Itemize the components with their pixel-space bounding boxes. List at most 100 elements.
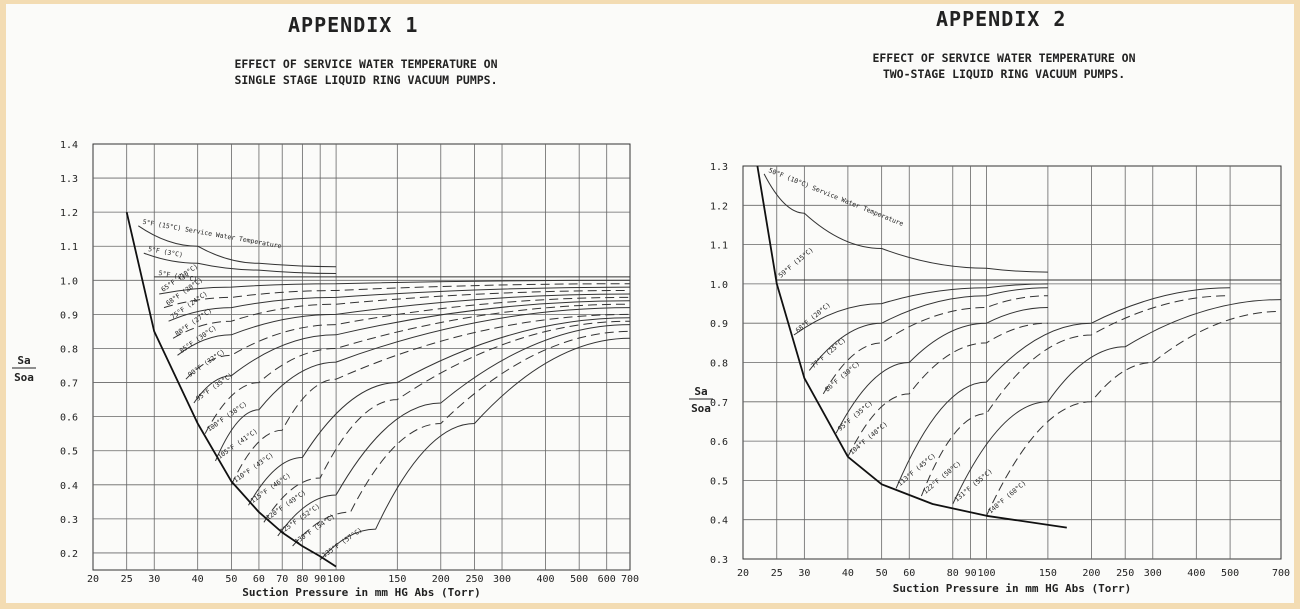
series-label: 140°F (60°C) bbox=[987, 479, 1028, 515]
series-curve bbox=[808, 287, 1048, 371]
series-curve bbox=[163, 283, 631, 309]
x-tick-label: 250 bbox=[1116, 568, 1134, 579]
y-axis-label-denominator: Soa bbox=[14, 371, 34, 384]
appendix-2-panel: APPENDIX 2 EFFECT OF SERVICE WATER TEMPE… bbox=[656, 4, 1294, 603]
x-tick-label: 40 bbox=[842, 568, 854, 579]
chart-title-line-2: SINGLE STAGE LIQUID RING VACUUM PUMPS. bbox=[234, 73, 498, 87]
series-curve bbox=[168, 286, 631, 322]
document-sheet: APPENDIX 1 EFFECT OF SERVICE WATER TEMPE… bbox=[6, 4, 1294, 603]
y-tick-label: 0.4 bbox=[710, 516, 728, 527]
chart-2-plot: 20 25 30 40 50 60 80 90 100 150 200 250 300 400 500 700… bbox=[689, 162, 1290, 595]
series-curve bbox=[277, 324, 631, 537]
series-label: 50°F (10°C) Service Water Temperature bbox=[767, 166, 904, 228]
y-tick-label: 0.8 bbox=[710, 359, 728, 370]
y-tick-label: 0.7 bbox=[60, 379, 78, 390]
y-tick-label: 1.2 bbox=[60, 208, 78, 219]
x-tick-label: 150 bbox=[1039, 568, 1057, 579]
series-label: 77°F (25°C) bbox=[809, 336, 847, 370]
x-tick-label: 60 bbox=[903, 568, 915, 579]
x-tick-label: 100 bbox=[327, 574, 345, 585]
x-tick-label: 80 bbox=[947, 568, 959, 579]
x-tick-label: 300 bbox=[493, 574, 511, 585]
plot-frame bbox=[92, 143, 631, 571]
x-tick-label: 700 bbox=[621, 574, 639, 585]
x-axis-title: Suction Pressure in mm HG Abs (Torr) bbox=[893, 582, 1131, 595]
x-tick-label: 500 bbox=[1221, 568, 1239, 579]
x-tick-label: 90 bbox=[314, 574, 326, 585]
series-label: 59°F (15°C) bbox=[777, 246, 815, 280]
y-tick-label: 1.3 bbox=[710, 162, 728, 173]
appendix-heading: APPENDIX 1 bbox=[288, 13, 419, 37]
y-tick-label: 0.9 bbox=[710, 319, 728, 330]
x-tick-label: 400 bbox=[1187, 568, 1205, 579]
y-tick-label: 0.6 bbox=[60, 413, 78, 424]
series-curve bbox=[230, 313, 631, 486]
series-label: 86°F (30°C) bbox=[823, 360, 861, 394]
y-tick-label: 0.4 bbox=[60, 481, 78, 492]
y-axis-label-denominator: Soa bbox=[691, 402, 711, 415]
y-tick-label: 0.9 bbox=[60, 310, 78, 321]
x-tick-label: 500 bbox=[570, 574, 588, 585]
x-tick-label: 40 bbox=[192, 574, 204, 585]
series-label: 5°F (3°C) bbox=[147, 245, 183, 259]
y-tick-label: 1.2 bbox=[710, 201, 728, 212]
x-tick-label: 300 bbox=[1144, 568, 1162, 579]
series-curve bbox=[215, 307, 631, 462]
y-tick-label: 1.4 bbox=[60, 140, 78, 151]
x-axis-title: Suction Pressure in mm HG Abs (Torr) bbox=[242, 586, 480, 599]
x-tick-label: 90 bbox=[965, 568, 977, 579]
series-curve bbox=[835, 307, 1048, 434]
series-curve bbox=[204, 303, 631, 434]
x-tick-label: 200 bbox=[1082, 568, 1100, 579]
series-curve bbox=[822, 295, 1048, 395]
series-label: 95°F (35°C) bbox=[194, 371, 234, 402]
x-tick-label: 250 bbox=[465, 574, 483, 585]
x-tick-label: 20 bbox=[737, 568, 749, 579]
envelope-curve bbox=[756, 165, 1067, 529]
chart-1-plot: 20 25 30 40 50 60 70 80 90 100 150 200 250 300 400 500 6… bbox=[12, 140, 639, 599]
series-curve bbox=[763, 173, 1048, 273]
x-tick-label: 20 bbox=[87, 574, 99, 585]
series-curve bbox=[138, 225, 337, 268]
series-label: 110°F (43°C) bbox=[232, 451, 275, 484]
series-label: 135°F (57°C) bbox=[321, 526, 364, 559]
y-tick-label: 1.3 bbox=[60, 174, 78, 185]
y-axis-label-numerator: Sa bbox=[17, 354, 30, 367]
y-axis-label-numerator: Sa bbox=[694, 385, 707, 398]
x-tick-label: 70 bbox=[276, 574, 288, 585]
y-tick-label: 0.2 bbox=[60, 549, 78, 560]
y-tick-label: 0.5 bbox=[710, 476, 728, 487]
series-curve bbox=[986, 310, 1282, 517]
series-label: 90°F (32°C) bbox=[186, 348, 226, 379]
series-curve bbox=[793, 283, 1048, 336]
x-tick-label: 30 bbox=[148, 574, 160, 585]
y-tick-label: 1.1 bbox=[710, 241, 728, 252]
y-tick-label: 0.7 bbox=[710, 398, 728, 409]
y-tick-label: 0.3 bbox=[710, 555, 728, 566]
x-tick-label: 25 bbox=[121, 574, 133, 585]
series-label: 5°F (15°C) Service Water Temperature bbox=[142, 218, 282, 250]
x-tick-label: 80 bbox=[296, 574, 308, 585]
appendix-heading: APPENDIX 2 bbox=[936, 7, 1067, 31]
series-curve bbox=[185, 296, 631, 380]
x-tick-label: 600 bbox=[598, 574, 616, 585]
series-curve bbox=[248, 317, 631, 506]
series-curve bbox=[292, 330, 631, 547]
x-tick-label: 60 bbox=[253, 574, 265, 585]
series-curve bbox=[193, 300, 631, 404]
series-label: 131°F (55°C) bbox=[953, 467, 994, 503]
x-tick-label: 400 bbox=[536, 574, 554, 585]
series-label: 68°F (20°C) bbox=[794, 301, 832, 335]
chart-title: EFFECT OF SERVICE WATER TEMPERATURE ON T… bbox=[814, 50, 1194, 82]
y-tick-label: 0.5 bbox=[60, 447, 78, 458]
y-tick-label: 0.3 bbox=[60, 515, 78, 526]
x-tick-label: 50 bbox=[225, 574, 237, 585]
appendix-1-panel: APPENDIX 1 EFFECT OF SERVICE WATER TEMPE… bbox=[6, 4, 656, 603]
envelope-curve bbox=[125, 211, 337, 568]
chart-title-line-1: EFFECT OF SERVICE WATER TEMPERATURE ON bbox=[234, 57, 498, 71]
y-tick-label: 0.6 bbox=[710, 437, 728, 448]
y-tick-label: 1.0 bbox=[710, 280, 728, 291]
series-curve bbox=[319, 337, 631, 561]
series-curve bbox=[895, 287, 1231, 489]
series-curve bbox=[143, 252, 337, 274]
